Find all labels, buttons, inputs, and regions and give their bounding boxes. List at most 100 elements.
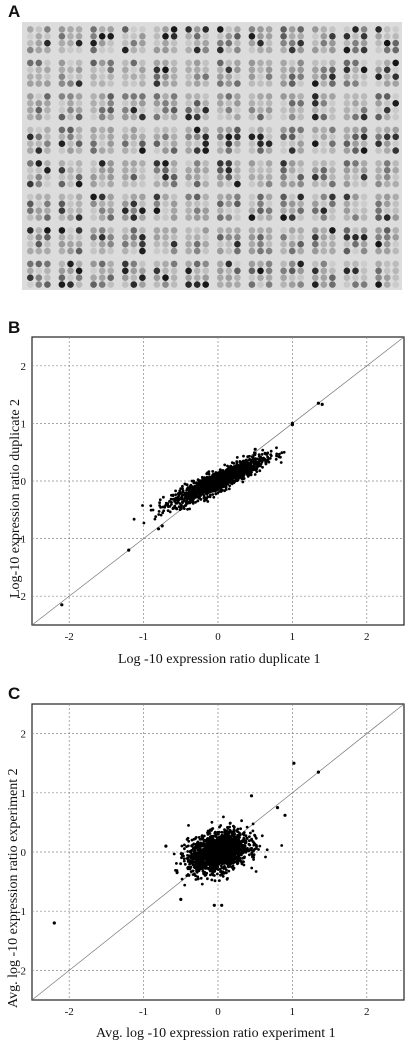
array-spot <box>35 267 43 275</box>
plot-c-point <box>232 866 236 870</box>
plot-b-point <box>279 461 283 464</box>
array-spot <box>98 26 106 33</box>
plot-c-point <box>228 837 232 840</box>
array-spot <box>139 260 146 268</box>
array-spot <box>153 193 161 201</box>
array-spot <box>375 160 382 167</box>
plot-b-point <box>228 484 232 488</box>
plot-c-point <box>243 838 246 841</box>
array-spot <box>44 26 51 33</box>
plot-c-point <box>235 829 239 832</box>
array-spot <box>58 39 66 47</box>
array-spot <box>360 173 368 181</box>
array-spot <box>193 140 201 147</box>
array-spot <box>257 227 264 234</box>
array-spot <box>122 274 129 282</box>
array-spot <box>217 147 224 154</box>
plot-b-point <box>246 455 250 459</box>
array-spot <box>329 200 336 208</box>
array-spot <box>217 274 224 282</box>
plot-c-point <box>172 852 176 856</box>
plot-b-ytick-label: 0 <box>21 476 27 488</box>
plot-c-point <box>191 863 195 867</box>
array-spot <box>35 207 43 214</box>
plot-b-ytick-label: -1 <box>17 534 26 546</box>
array-spot <box>320 200 328 208</box>
plot-c-point <box>225 847 229 851</box>
array-spot <box>122 113 129 121</box>
array-spot <box>98 214 106 221</box>
plot-b-point <box>232 461 236 465</box>
plot-b-point <box>250 470 253 474</box>
array-spot <box>375 173 382 181</box>
array-spot <box>312 227 319 234</box>
array-spot <box>312 193 319 201</box>
array-spot <box>75 33 83 40</box>
array-spot <box>217 80 224 87</box>
array-spot <box>297 93 305 100</box>
array-spot <box>98 113 106 121</box>
array-spot <box>312 260 319 268</box>
array-spot <box>392 267 400 275</box>
plot-c-point <box>208 832 212 835</box>
array-spot <box>75 180 83 188</box>
array-spot <box>139 140 146 147</box>
array-spot <box>139 180 146 188</box>
array-spot <box>392 73 400 80</box>
plot-c-point <box>228 821 232 825</box>
array-spot <box>312 26 319 33</box>
array-spot <box>343 100 351 107</box>
array-spot <box>107 207 114 214</box>
array-spot <box>44 100 51 107</box>
array-spot <box>352 133 359 141</box>
array-spot <box>75 247 83 255</box>
array-spot <box>153 180 161 188</box>
plot-c-xtick-label: -1 <box>139 1006 148 1018</box>
array-spot <box>193 66 201 74</box>
array-spot <box>27 234 34 241</box>
plot-c-xtick-label: -2 <box>65 1006 74 1018</box>
array-spot <box>217 207 224 214</box>
array-spot <box>67 113 74 121</box>
array-spot <box>320 160 328 167</box>
array-spot <box>27 227 34 234</box>
plot-b-point <box>274 457 278 461</box>
plot-c-point <box>254 843 258 847</box>
array-spot <box>265 240 273 248</box>
array-spot <box>297 160 305 167</box>
array-spot <box>193 227 201 234</box>
array-spot <box>58 281 66 288</box>
plot-b-point <box>157 513 161 516</box>
array-spot <box>130 140 138 147</box>
array-spot <box>193 147 201 154</box>
array-spot <box>225 180 233 188</box>
plot-c-point <box>208 847 212 851</box>
array-spot <box>312 80 319 87</box>
array-spot <box>288 100 296 107</box>
array-spot <box>383 133 391 141</box>
array-spot <box>153 173 161 181</box>
array-spot <box>90 200 97 208</box>
array-spot <box>329 207 336 214</box>
plot-c-point <box>216 865 220 869</box>
array-spot <box>162 113 169 121</box>
plot-b-point <box>216 491 220 495</box>
array-spot <box>329 140 336 147</box>
array-spot <box>217 227 224 234</box>
array-spot <box>44 160 51 167</box>
array-spot <box>44 167 51 174</box>
plot-c-point <box>190 838 194 842</box>
array-spot <box>312 133 319 141</box>
array-spot <box>297 173 305 181</box>
array-spot <box>360 160 368 167</box>
array-spot <box>375 147 382 154</box>
array-spot <box>107 133 114 141</box>
plot-c-point <box>215 853 218 857</box>
array-spot <box>75 59 83 67</box>
array-spot <box>375 267 382 275</box>
array-spot <box>265 274 273 282</box>
array-spot <box>343 93 351 100</box>
plot-c-point <box>185 845 189 848</box>
microarray-image <box>22 22 402 290</box>
array-spot <box>107 66 114 74</box>
